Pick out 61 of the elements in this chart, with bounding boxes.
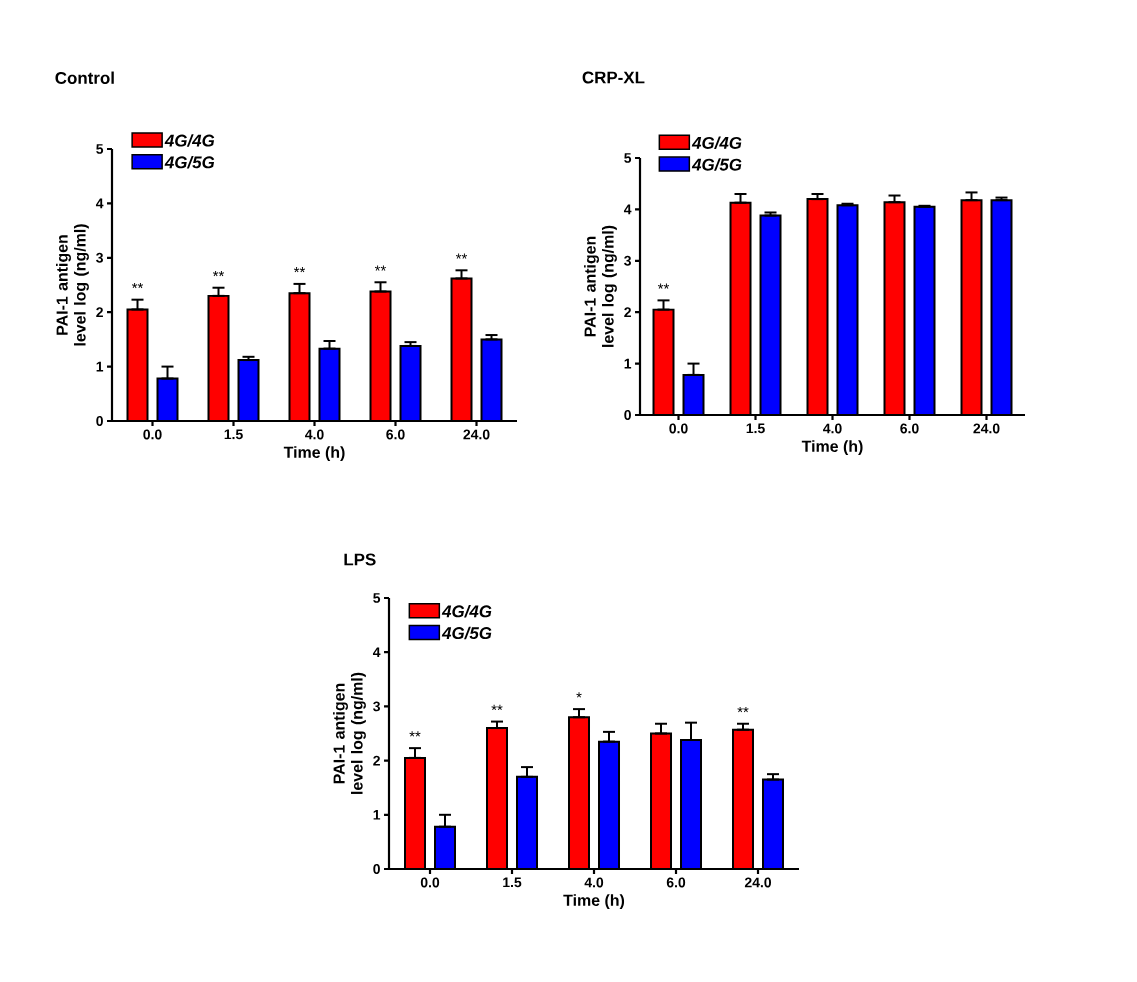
y-tick-label: 4 <box>95 198 104 209</box>
y-tick-label: 5 <box>373 593 381 603</box>
annotation: ** <box>455 253 468 259</box>
y-axis-title: PAI-1 antigen level log (ng/ml) <box>584 225 617 347</box>
x-axis-title: Time (h) <box>283 446 345 462</box>
chart-title: LPS <box>344 553 376 566</box>
bar <box>157 378 178 421</box>
y-tick-label: 4 <box>372 647 381 657</box>
legend-label: 4G/4G <box>691 136 742 150</box>
y-tick-label: 2 <box>373 755 380 766</box>
annotation: ** <box>409 731 421 737</box>
legend-label: 4G/5G <box>691 158 742 171</box>
x-tick-label: 0.0 <box>420 877 440 888</box>
annotation: ** <box>737 706 749 713</box>
y-axis-title: PAI-1 antigen level log (ng/ml) <box>56 224 89 346</box>
y-tick-label: 2 <box>96 307 103 318</box>
annotation: ** <box>212 270 225 277</box>
annotation: ** <box>374 265 387 271</box>
x-tick-label: 0.0 <box>669 423 688 434</box>
bar <box>127 309 148 421</box>
legend-label: 4G/4G <box>441 604 492 618</box>
x-tick-label: 6.0 <box>666 877 686 888</box>
legend-label: 4G/4G <box>164 134 215 147</box>
chart-title: Control <box>55 71 114 84</box>
y-tick-label: 1 <box>96 361 104 372</box>
y-tick-label: 5 <box>624 153 632 163</box>
y-tick-label: 1 <box>373 810 381 820</box>
y-tick-label: 4 <box>623 204 632 215</box>
y-tick-label: 0 <box>373 864 380 874</box>
annotation: ** <box>657 283 670 289</box>
x-tick-label: 1.5 <box>503 877 522 888</box>
annotation: ** <box>131 282 144 289</box>
y-tick-label: 2 <box>624 307 631 318</box>
x-tick-label: 24.0 <box>973 423 1000 434</box>
y-tick-label: 3 <box>624 255 631 266</box>
legend-label: 4G/5G <box>164 155 215 169</box>
bar <box>208 295 229 421</box>
x-tick-label: 24.0 <box>744 877 772 888</box>
x-tick-label: 1.5 <box>746 423 765 434</box>
x-tick-label: 24.0 <box>463 429 490 440</box>
x-tick-label: 0.0 <box>143 429 162 440</box>
chart-title: CRP-XL <box>582 71 645 84</box>
x-tick-label: 4.0 <box>823 423 842 434</box>
x-axis-title: Time (h) <box>563 894 625 910</box>
x-tick-label: 4.0 <box>305 429 324 440</box>
x-tick-label: 4.0 <box>584 877 604 888</box>
y-tick-label: 3 <box>373 701 380 712</box>
y-tick-label: 0 <box>624 410 631 420</box>
annotation: ** <box>293 267 306 273</box>
annotation: * <box>576 692 582 698</box>
y-tick-label: 5 <box>96 144 104 154</box>
y-tick-label: 3 <box>96 252 103 263</box>
annotation: ** <box>491 704 503 711</box>
y-tick-label: 0 <box>96 416 103 426</box>
y-tick-label: 1 <box>624 358 632 369</box>
x-axis-title: Time (h) <box>801 440 863 456</box>
x-tick-label: 6.0 <box>900 423 919 434</box>
y-axis-title: PAI-1 antigen level log (ng/ml) <box>333 672 366 794</box>
x-tick-label: 6.0 <box>386 429 405 440</box>
legend-label: 4G/5G <box>441 626 492 640</box>
x-tick-label: 1.5 <box>224 429 243 440</box>
